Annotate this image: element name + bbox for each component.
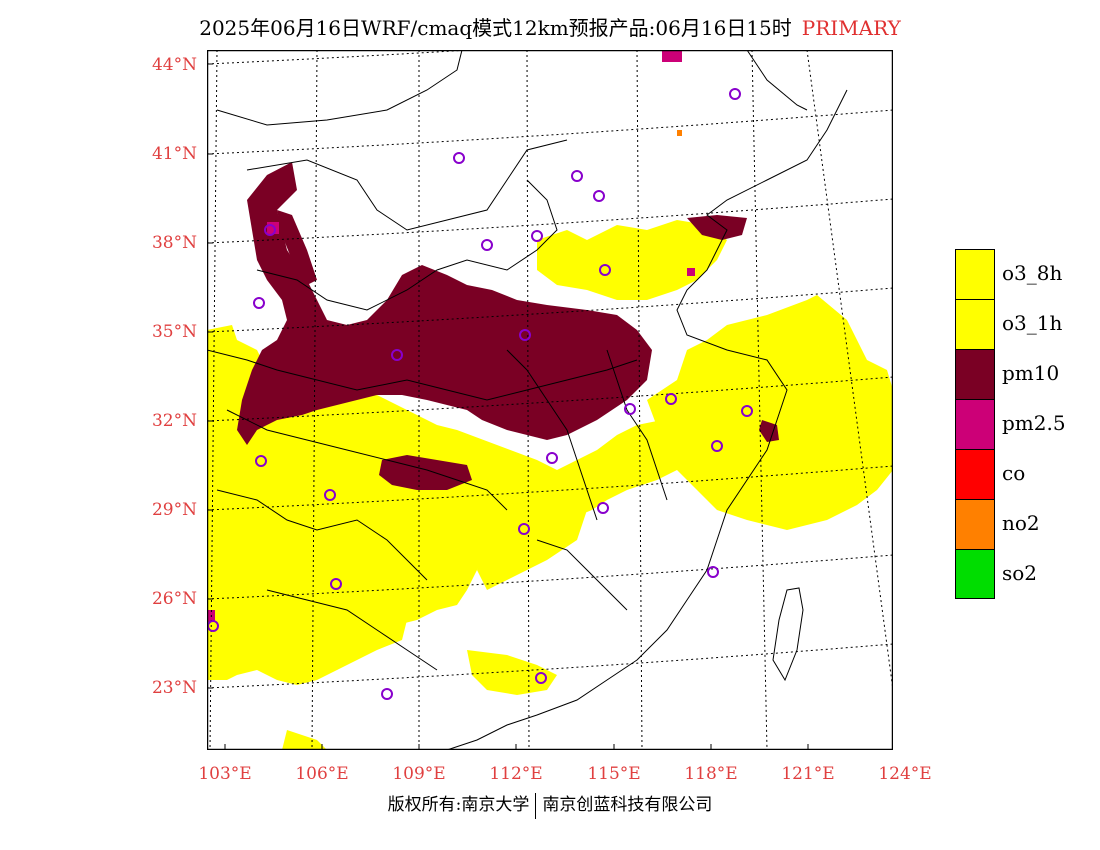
station-marker xyxy=(593,190,605,202)
station-marker xyxy=(324,489,336,501)
station-marker xyxy=(599,264,611,276)
legend-swatch xyxy=(955,449,995,499)
station-marker xyxy=(253,297,265,309)
station-marker xyxy=(597,502,609,514)
o3-region-south xyxy=(282,730,327,750)
station-marker xyxy=(711,440,723,452)
forecast-map xyxy=(207,50,893,750)
lat-label-35: 35°N xyxy=(151,322,197,342)
legend-swatch xyxy=(955,249,995,299)
legend-label: pm2.5 xyxy=(1002,411,1066,435)
lat-label-44: 44°N xyxy=(151,55,197,75)
station-marker xyxy=(519,329,531,341)
lon-label-103: 103°E xyxy=(198,764,252,784)
lat-label-38: 38°N xyxy=(151,233,197,253)
station-marker xyxy=(264,224,276,236)
graticule xyxy=(207,50,893,750)
lon-label-115: 115°E xyxy=(587,764,641,784)
legend-swatch xyxy=(955,549,995,599)
legend-label: no2 xyxy=(1002,511,1040,535)
lat-label-26: 26°N xyxy=(151,589,197,609)
legend-label: co xyxy=(1002,461,1026,485)
station-marker xyxy=(546,452,558,464)
pm10-region-central xyxy=(237,162,652,445)
lon-label-106: 106°E xyxy=(295,764,349,784)
axis-ticks xyxy=(207,63,893,750)
station-marker xyxy=(665,393,677,405)
legend-swatch xyxy=(955,299,995,349)
lon-label-124: 124°E xyxy=(878,764,932,784)
o3-region-north xyxy=(537,220,727,300)
station-marker xyxy=(531,230,543,242)
copyright-company: 南京创蓝科技有限公司 xyxy=(542,795,713,815)
lat-label-29: 29°N xyxy=(151,500,197,520)
o3-region-coast xyxy=(467,650,557,695)
lon-label-109: 109°E xyxy=(392,764,446,784)
boundary-lines xyxy=(207,50,848,750)
station-marker xyxy=(481,239,493,251)
map-title: 2025年06月16日WRF/cmaq模式12km预报产品:06月16日15时 P… xyxy=(0,12,1100,41)
copyright-separator xyxy=(535,792,537,819)
legend-swatch xyxy=(955,499,995,549)
o3-region-guangxi xyxy=(332,605,407,670)
station-marker xyxy=(741,405,753,417)
pm10-region-northeast xyxy=(687,215,747,240)
station-marker xyxy=(518,523,530,535)
o3-region-central-south xyxy=(477,490,587,590)
lon-label-118: 118°E xyxy=(684,764,738,784)
legend-swatch xyxy=(955,349,995,399)
map-title-text: 2025年06月16日WRF/cmaq模式12km预报产品:06月16日15时 xyxy=(199,16,792,40)
border-north xyxy=(216,50,463,126)
pm10-region-north-loop xyxy=(277,210,317,285)
copyright-footer: 版权所有:南京大学 南京创蓝科技有限公司 xyxy=(0,790,1100,819)
pollutant-tag: PRIMARY xyxy=(801,16,901,40)
legend-swatch xyxy=(955,399,995,449)
lon-label-112: 112°E xyxy=(489,764,543,784)
pm25-spot xyxy=(662,50,682,62)
lat-label-32: 32°N xyxy=(151,411,197,431)
pm25-spot xyxy=(687,268,695,276)
pm10-region-coast-spot xyxy=(759,420,779,442)
pm25-spot xyxy=(267,222,279,234)
taiwan xyxy=(772,587,804,682)
station-marker xyxy=(535,672,547,684)
station-marker xyxy=(330,578,342,590)
station-marker xyxy=(381,688,393,700)
legend-label: o3_1h xyxy=(1002,311,1063,335)
pm10-region-layer xyxy=(237,162,779,490)
legend-label: so2 xyxy=(1002,561,1038,585)
no2-spot-layer xyxy=(677,130,682,136)
station-marker xyxy=(391,349,403,361)
no2-spot xyxy=(677,130,682,136)
lat-label-23: 23°N xyxy=(151,678,197,698)
lat-label-41: 41°N xyxy=(151,144,197,164)
copyright-owner: 版权所有:南京大学 xyxy=(387,795,530,815)
legend-label: pm10 xyxy=(1002,361,1060,385)
station-marker xyxy=(729,88,741,100)
station-marker xyxy=(453,152,465,164)
legend-label: o3_8h xyxy=(1002,261,1063,285)
station-layer xyxy=(207,88,753,700)
station-marker xyxy=(624,403,636,415)
coastline xyxy=(446,89,848,750)
station-marker xyxy=(707,566,719,578)
border-north-east xyxy=(746,50,808,111)
station-marker xyxy=(255,455,267,467)
lon-label-121: 121°E xyxy=(781,764,835,784)
map-border xyxy=(207,50,893,750)
station-marker xyxy=(571,170,583,182)
